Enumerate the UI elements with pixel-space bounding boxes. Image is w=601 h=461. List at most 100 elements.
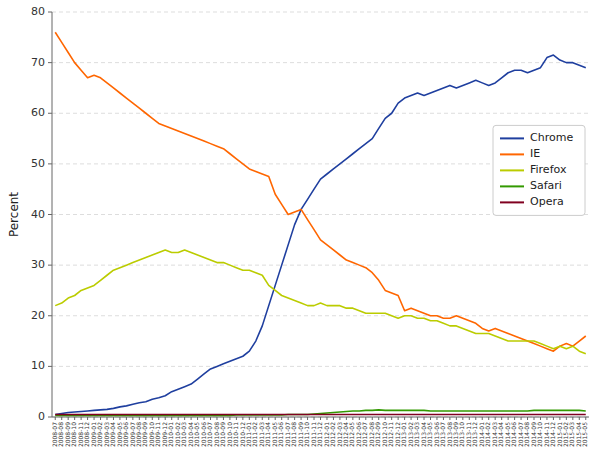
y-tick-label: 40	[31, 208, 45, 221]
y-tick	[48, 62, 52, 63]
series-line	[55, 55, 586, 414]
grid-line	[52, 113, 589, 114]
x-tick	[449, 417, 450, 420]
legend-label: Firefox	[530, 163, 567, 176]
grid-line	[52, 12, 589, 13]
x-tick	[268, 417, 269, 420]
x-tick	[352, 417, 353, 420]
axes: 010203040506070802008-072008-082008-0920…	[31, 5, 589, 447]
x-tick	[242, 417, 243, 420]
x-tick	[482, 417, 483, 420]
y-tick	[48, 214, 52, 215]
y-axis	[52, 12, 53, 417]
x-tick	[171, 417, 172, 420]
x-tick	[100, 417, 101, 420]
y-tick-label: 60	[31, 106, 45, 119]
x-tick	[527, 417, 528, 420]
x-tick	[540, 417, 541, 420]
y-tick-label: 10	[31, 359, 45, 372]
x-tick	[178, 417, 179, 420]
x-tick	[81, 417, 82, 420]
x-tick	[74, 417, 75, 420]
x-tick	[553, 417, 554, 420]
grid	[52, 12, 589, 417]
legend-label: Chrome	[530, 131, 573, 144]
x-tick	[55, 417, 56, 420]
x-tick	[307, 417, 308, 420]
y-tick-label: 80	[31, 5, 45, 18]
x-tick	[139, 417, 140, 420]
x-tick	[262, 417, 263, 420]
x-tick	[216, 417, 217, 420]
y-axis-label: Percent	[7, 192, 21, 237]
x-tick	[126, 417, 127, 420]
series-line	[55, 250, 586, 354]
x-tick	[372, 417, 373, 420]
x-tick	[94, 417, 95, 420]
x-tick	[184, 417, 185, 420]
x-tick	[288, 417, 289, 420]
x-tick	[204, 417, 205, 420]
x-tick	[197, 417, 198, 420]
y-tick	[48, 366, 52, 367]
x-tick	[249, 417, 250, 420]
series-lines	[55, 32, 586, 415]
x-tick	[514, 417, 515, 420]
legend-swatch	[500, 137, 524, 139]
legend-box	[493, 125, 585, 215]
y-tick-label: 20	[31, 309, 45, 322]
x-tick	[475, 417, 476, 420]
legend-label: IE	[530, 147, 540, 160]
y-tick-label: 30	[31, 258, 45, 271]
legend-swatch	[500, 169, 524, 171]
x-tick	[469, 417, 470, 420]
x-tick	[521, 417, 522, 420]
x-tick	[417, 417, 418, 420]
x-tick	[534, 417, 535, 420]
x-tick	[572, 417, 573, 420]
x-tick	[326, 417, 327, 420]
series-line	[55, 414, 586, 416]
grid-line	[52, 62, 589, 63]
x-tick	[152, 417, 153, 420]
y-tick	[48, 265, 52, 266]
x-tick	[339, 417, 340, 420]
x-tick	[145, 417, 146, 420]
x-tick	[294, 417, 295, 420]
x-tick	[119, 417, 120, 420]
x-tick-label: 2015-05	[581, 422, 588, 447]
x-tick	[229, 417, 230, 420]
x-tick	[456, 417, 457, 420]
x-tick	[333, 417, 334, 420]
y-tick	[48, 163, 52, 164]
chart: 010203040506070802008-072008-082008-0920…	[0, 0, 601, 461]
x-tick	[223, 417, 224, 420]
x-tick	[346, 417, 347, 420]
grid-line	[52, 265, 589, 266]
x-tick	[320, 417, 321, 420]
grid-line	[52, 366, 589, 367]
y-tick-label: 70	[31, 56, 45, 69]
x-tick	[236, 417, 237, 420]
x-tick	[566, 417, 567, 420]
series-line	[55, 410, 586, 416]
x-tick	[113, 417, 114, 420]
y-tick	[48, 12, 52, 13]
x-tick	[546, 417, 547, 420]
legend-label: Opera	[530, 195, 564, 208]
x-tick	[281, 417, 282, 420]
x-tick	[404, 417, 405, 420]
x-tick	[398, 417, 399, 420]
x-tick	[359, 417, 360, 420]
x-tick	[508, 417, 509, 420]
x-tick	[488, 417, 489, 420]
x-tick	[501, 417, 502, 420]
x-tick	[132, 417, 133, 420]
x-tick	[579, 417, 580, 420]
x-tick	[301, 417, 302, 420]
legend-swatch	[500, 153, 524, 155]
x-tick	[436, 417, 437, 420]
legend-swatch	[500, 185, 524, 187]
legend-label: Safari	[530, 179, 562, 192]
y-tick-label: 0	[38, 410, 45, 423]
